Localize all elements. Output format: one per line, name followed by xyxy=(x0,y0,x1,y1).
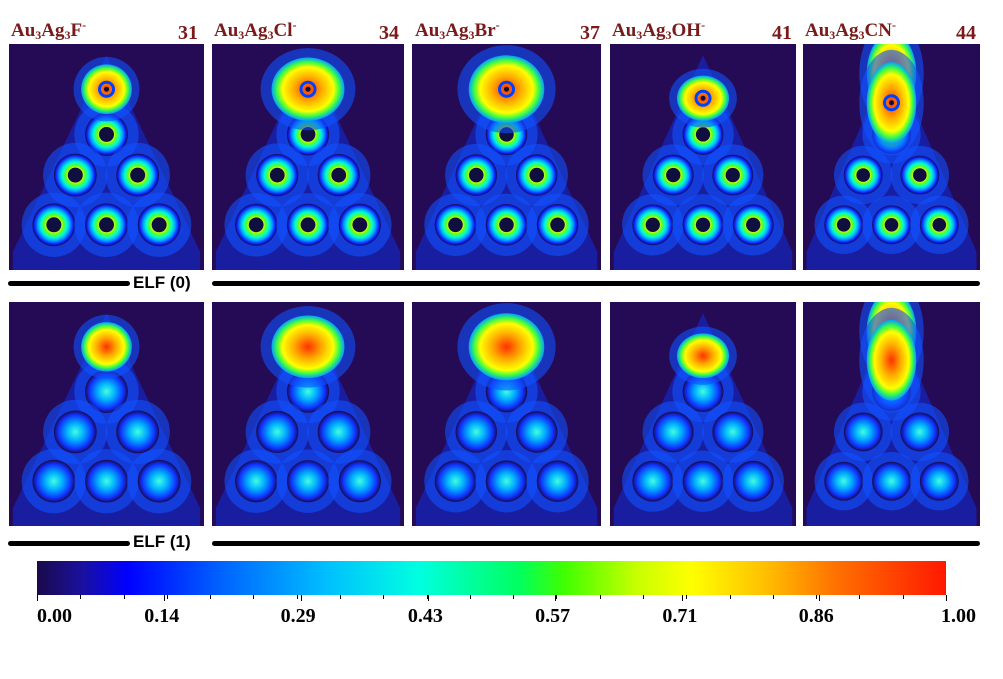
colorbar-minor-tick xyxy=(383,595,385,599)
colorbar-minor-tick xyxy=(599,595,601,599)
colorbar-tick-label: 0.29 xyxy=(280,605,316,627)
separator-label-elf1: ELF (1) xyxy=(133,532,191,551)
colorbar-tick-label: 0.71 xyxy=(662,605,698,627)
elf-panel-r1-c3 xyxy=(412,44,601,270)
colorbar xyxy=(37,561,946,595)
panel-number-1: 31 xyxy=(178,22,198,44)
panel-label-1: Au3Ag3F- xyxy=(11,18,87,42)
colorbar-tick xyxy=(164,595,166,601)
colorbar-minor-tick xyxy=(946,595,947,599)
colorbar-tick-label: 0.00 xyxy=(37,605,72,627)
panel-number-4: 41 xyxy=(772,22,792,44)
elf-panel-r2-c1 xyxy=(9,302,204,526)
panel-label-3: Au3Ag3Br- xyxy=(415,18,500,42)
elf-panel-r1-c1 xyxy=(9,44,204,270)
colorbar-minor-tick xyxy=(556,595,558,599)
panel-label-4: Au3Ag3OH- xyxy=(612,18,706,42)
colorbar-minor-tick xyxy=(859,595,861,599)
colorbar-tick-label: 1.00 xyxy=(941,605,976,627)
colorbar-tick-label: 0.43 xyxy=(407,605,443,627)
panel-number-3: 37 xyxy=(580,22,600,44)
panel-label-5: Au3Ag3CN- xyxy=(805,18,896,42)
separator-line-2-left xyxy=(8,541,130,546)
separator-line-1-right xyxy=(212,281,980,286)
colorbar-minor-tick xyxy=(80,595,82,599)
separator-label-elf0: ELF (0) xyxy=(133,273,191,292)
colorbar-minor-tick xyxy=(902,595,904,599)
elf-panel-r2-c3 xyxy=(412,302,601,526)
panel-number-2: 34 xyxy=(379,22,399,44)
colorbar-minor-tick xyxy=(729,595,731,599)
colorbar-tick xyxy=(682,595,684,601)
colorbar-minor-tick xyxy=(513,595,515,599)
panel-number-5: 44 xyxy=(956,22,976,44)
colorbar-minor-tick xyxy=(210,595,212,599)
colorbar-minor-tick xyxy=(643,595,644,599)
separator-line-1-left xyxy=(8,281,130,286)
colorbar-tick xyxy=(818,595,820,601)
colorbar-tick-label: 0.57 xyxy=(535,605,571,627)
elf-panel-r1-c5 xyxy=(803,44,980,270)
colorbar-minor-tick xyxy=(253,595,255,599)
separator-line-2-right xyxy=(212,541,980,546)
elf-panel-r1-c4 xyxy=(610,44,796,270)
colorbar-tick xyxy=(555,595,557,601)
colorbar-tick-label: 0.86 xyxy=(798,605,834,627)
elf-panel-r2-c5 xyxy=(803,302,980,526)
colorbar-tick xyxy=(427,595,429,601)
colorbar-minor-tick xyxy=(772,595,774,599)
colorbar-minor-tick xyxy=(123,595,125,599)
colorbar-tick-label: 0.14 xyxy=(144,605,180,627)
elf-panel-r2-c2 xyxy=(212,302,404,526)
elf-panel-r2-c4 xyxy=(610,302,796,526)
elf-panel-r1-c2 xyxy=(212,44,404,270)
panel-label-2: Au3Ag3Cl- xyxy=(214,18,297,42)
colorbar-minor-tick xyxy=(166,595,168,599)
colorbar-minor-tick xyxy=(426,595,428,599)
colorbar-minor-tick xyxy=(469,595,471,599)
colorbar-tick xyxy=(300,595,302,601)
colorbar-minor-tick xyxy=(340,595,341,599)
colorbar-minor-tick xyxy=(37,595,38,599)
colorbar-minor-tick xyxy=(686,595,688,599)
colorbar-minor-tick xyxy=(296,595,298,599)
colorbar-minor-tick xyxy=(816,595,818,599)
